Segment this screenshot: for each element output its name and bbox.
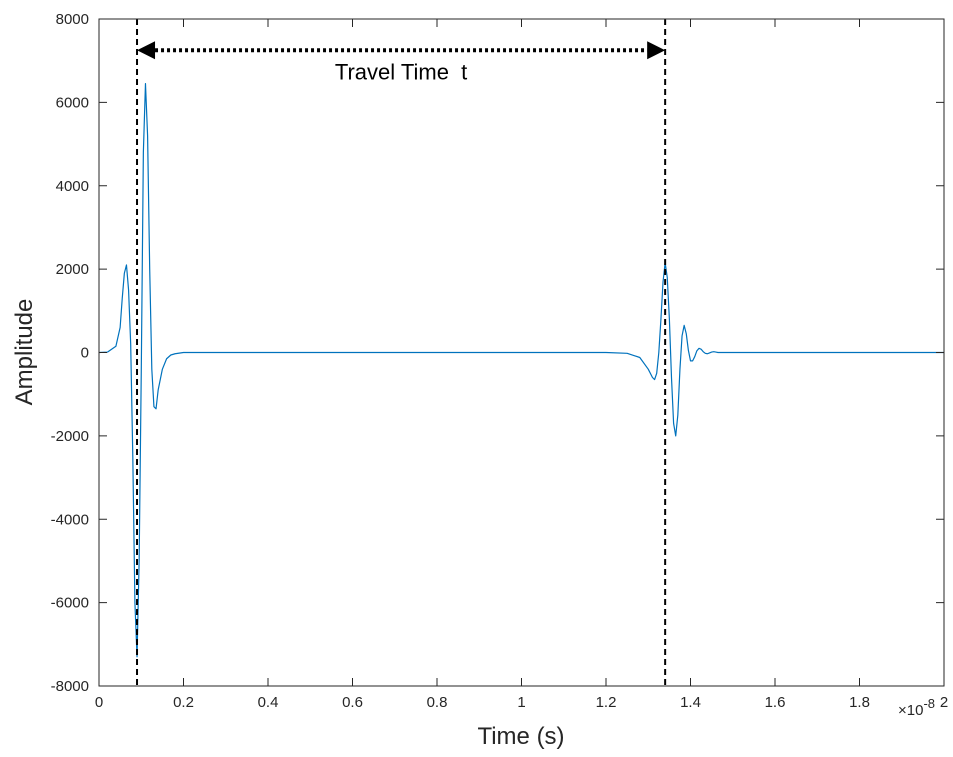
- x-tick-label: 1.6: [765, 694, 786, 711]
- x-tick-label: 1.2: [596, 694, 617, 711]
- y-tick-label: 6000: [56, 94, 89, 111]
- x-tick-label: 0.4: [258, 694, 279, 711]
- travel-time-arrow-head-left: [137, 41, 156, 60]
- travel-time-arrow-head-right: [647, 41, 666, 60]
- y-tick-label: 8000: [56, 11, 89, 28]
- plot-area: [98, 83, 944, 658]
- y-tick-label: -2000: [51, 428, 89, 445]
- y-tick-label: 4000: [56, 178, 89, 195]
- annotation-layer: Travel Time t: [136, 19, 667, 686]
- y-tick-label: 0: [81, 345, 89, 362]
- x-tick-label: 0.2: [173, 694, 194, 711]
- y-axis-title: Amplitude: [11, 299, 38, 406]
- x-tick-label: 1.4: [680, 694, 701, 711]
- x-tick-label: 1: [517, 694, 525, 711]
- x-axis-title: Time (s): [477, 723, 564, 750]
- series-line-0: [98, 83, 944, 658]
- x-tick-label: 0.8: [427, 694, 448, 711]
- y-tick-label: 2000: [56, 261, 89, 278]
- x-tick-label: 0.6: [342, 694, 363, 711]
- y-tick-label: -6000: [51, 595, 89, 612]
- axes-layer: 0 0.2 0.4 0.6 0.8 1 1.2 1.4 1.6 1.8 2 -8000 -6000 -40…: [51, 11, 949, 711]
- x-axis-exponent: ×10-8: [898, 696, 935, 719]
- x-tick-label: 2: [940, 694, 948, 711]
- y-tick-label: -8000: [51, 678, 89, 695]
- x-tick-label: 0: [95, 694, 103, 711]
- y-tick-label: -4000: [51, 511, 89, 528]
- x-axis-exponent-base: ×10: [898, 702, 923, 719]
- travel-time-label: Travel Time t: [335, 59, 467, 84]
- x-tick-label: 1.8: [849, 694, 870, 711]
- x-axis-exponent-power: -8: [923, 696, 935, 711]
